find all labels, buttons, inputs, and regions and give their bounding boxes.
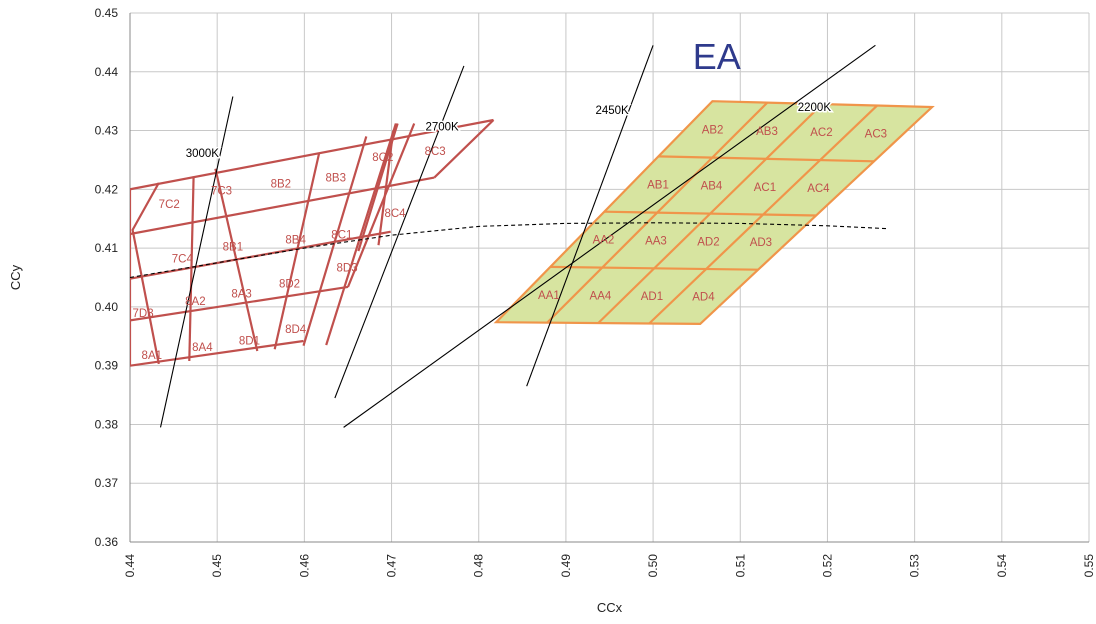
isotherm-label-2450K: 2450K xyxy=(595,105,629,117)
axis-ticks: 0.44 0.45 0.46 0.47 0.48 0.49 0.50 0.51 0.52 0.53… xyxy=(95,6,1096,577)
bin-labels: 3000K 2700K 2450K 2200K 8A1 7D3 7C4 7C2 8A4 8A2 8B… xyxy=(133,101,888,363)
bin-label-8C1: 8C1 xyxy=(331,230,352,242)
bin-label-8C4: 8C4 xyxy=(384,208,406,220)
x-tick-label-0.52: 0.52 xyxy=(820,554,834,578)
bin-label-8D1: 8D1 xyxy=(239,335,260,347)
isotherm-lines xyxy=(159,44,876,428)
ea-bin-label-AA3: AA3 xyxy=(645,236,667,248)
annotation-ea: EA xyxy=(693,36,741,77)
bin-label-8A4: 8A4 xyxy=(192,342,213,354)
bin-label-8D4: 8D4 xyxy=(285,324,307,336)
ea-bin-row-1 xyxy=(550,265,759,271)
bin-label-7C4: 7C4 xyxy=(172,254,194,266)
bin-label-8B3: 8B3 xyxy=(326,173,346,185)
x-tick-label-0.44: 0.44 xyxy=(123,554,137,578)
isotherm-label-2700K: 2700K xyxy=(425,121,459,133)
red-bin-column-7 xyxy=(346,123,416,288)
ea-bin-label-AA2: AA2 xyxy=(593,235,615,247)
bin-label-7C2: 7C2 xyxy=(159,199,180,211)
x-tick-label-0.50: 0.50 xyxy=(646,554,660,578)
bin-label-8A3: 8A3 xyxy=(231,288,251,300)
x-tick-label-0.55: 0.55 xyxy=(1082,554,1096,578)
x-tick-label-0.51: 0.51 xyxy=(733,554,747,578)
red-bin-column-9 xyxy=(377,130,395,246)
x-tick-label-0.48: 0.48 xyxy=(472,554,486,578)
x-tick-label-0.45: 0.45 xyxy=(210,554,224,578)
isotherm-3000K xyxy=(159,96,234,428)
red-bin-row-2 xyxy=(130,230,391,280)
red-bin-column-4 xyxy=(273,152,321,350)
x-tick-label-0.53: 0.53 xyxy=(908,554,922,578)
ea-bin-label-AD3: AD3 xyxy=(750,237,772,249)
red-bin-column-10 xyxy=(433,119,495,179)
ea-bin-label-AD1: AD1 xyxy=(641,291,663,303)
ea-bin-label-AB1: AB1 xyxy=(647,180,669,192)
bin-label-8A2: 8A2 xyxy=(185,296,205,308)
ea-bin-label-AD2: AD2 xyxy=(697,236,719,248)
isotherm-label-3000K: 3000K xyxy=(186,148,220,160)
red-bin-column-2 xyxy=(188,176,195,362)
ea-bin-label-AA4: AA4 xyxy=(590,290,612,302)
red-bin-column-5 xyxy=(302,136,368,347)
ea-bin-label-AC4: AC4 xyxy=(807,183,830,195)
y-axis-title: CCy xyxy=(8,264,23,290)
bin-label-8D3: 8D3 xyxy=(337,263,358,275)
bin-label-8B2: 8B2 xyxy=(271,178,291,190)
bin-label-8B4: 8B4 xyxy=(285,234,306,246)
x-tick-label-0.49: 0.49 xyxy=(559,554,573,578)
red-bin-row-1 xyxy=(130,285,349,322)
bin-label-8C3: 8C3 xyxy=(425,146,446,158)
y-tick-label-0.39: 0.39 xyxy=(95,359,119,373)
x-tick-label-0.47: 0.47 xyxy=(385,554,399,578)
isotherm-2700K xyxy=(334,65,465,399)
y-tick-label-0.36: 0.36 xyxy=(95,535,119,549)
bin-label-7D3: 7D3 xyxy=(133,308,154,320)
isotherm-2200K xyxy=(343,44,876,428)
isotherm-2450K xyxy=(526,45,654,387)
ea-bin-row-3 xyxy=(658,155,875,163)
y-tick-label-0.43: 0.43 xyxy=(95,124,119,138)
ea-bin-label-AD4: AD4 xyxy=(692,292,715,304)
x-axis-title: CCx xyxy=(597,600,623,615)
y-tick-label-0.42: 0.42 xyxy=(95,182,119,196)
x-tick-label-0.54: 0.54 xyxy=(995,554,1009,578)
ea-bin-label-AC3: AC3 xyxy=(865,128,887,140)
y-tick-label-0.41: 0.41 xyxy=(95,241,119,255)
red-bin-row-3 xyxy=(130,176,435,236)
bin-label-8D2: 8D2 xyxy=(279,278,300,290)
bin-label-8B1: 8B1 xyxy=(223,241,243,253)
isotherm-label-2200K: 2200K xyxy=(798,102,832,114)
x-tick-label-0.46: 0.46 xyxy=(297,554,311,578)
y-tick-label-0.45: 0.45 xyxy=(95,6,119,20)
ea-bin-label-AB4: AB4 xyxy=(701,181,723,193)
red-bin-row-4 xyxy=(130,118,494,191)
bin-label-8C2: 8C2 xyxy=(372,152,393,164)
y-tick-label-0.40: 0.40 xyxy=(95,300,119,314)
ea-bin-label-AC1: AC1 xyxy=(754,182,776,194)
bin-label-7C3: 7C3 xyxy=(211,186,232,198)
ea-bin-label-AA1: AA1 xyxy=(538,290,560,302)
ea-bin-label-AB2: AB2 xyxy=(702,124,724,136)
y-tick-label-0.37: 0.37 xyxy=(95,476,119,490)
ea-bin-label-AC2: AC2 xyxy=(810,127,832,139)
red-bin-column-6 xyxy=(325,123,397,346)
bin-label-8A1: 8A1 xyxy=(142,350,162,362)
ea-bin-grid xyxy=(493,100,935,326)
ea-bin-label-AB3: AB3 xyxy=(756,126,778,138)
y-tick-label-0.38: 0.38 xyxy=(95,417,119,431)
y-tick-label-0.44: 0.44 xyxy=(95,65,119,79)
red-bin-column-1 xyxy=(131,182,160,365)
ea-bin-row-2 xyxy=(604,210,817,217)
